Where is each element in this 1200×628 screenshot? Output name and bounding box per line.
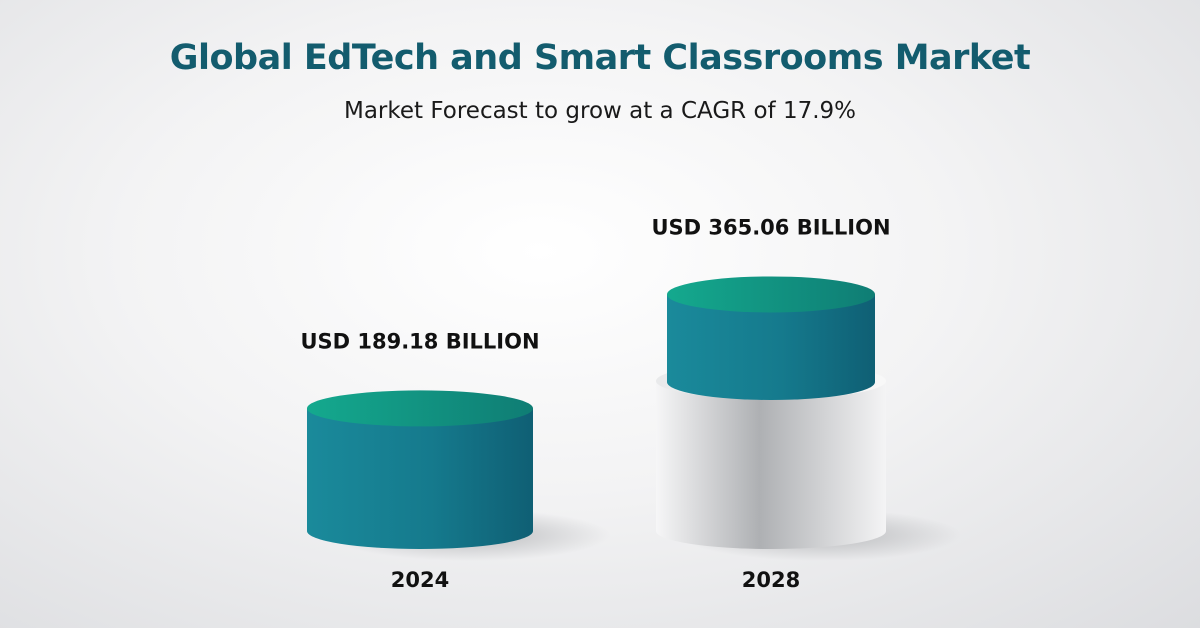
- value-label-0: USD 189.18 BILLION: [300, 329, 539, 353]
- chart-subtitle: Market Forecast to grow at a CAGR of 17.…: [343, 98, 857, 124]
- bar-1: [667, 276, 875, 400]
- bar-0: [307, 390, 533, 549]
- chart-title: Global EdTech and Smart Classrooms Marke…: [169, 38, 1031, 78]
- category-label-0: 2024: [391, 568, 449, 592]
- category-label-1: 2028: [742, 568, 800, 592]
- value-label-1: USD 365.06 BILLION: [651, 215, 890, 239]
